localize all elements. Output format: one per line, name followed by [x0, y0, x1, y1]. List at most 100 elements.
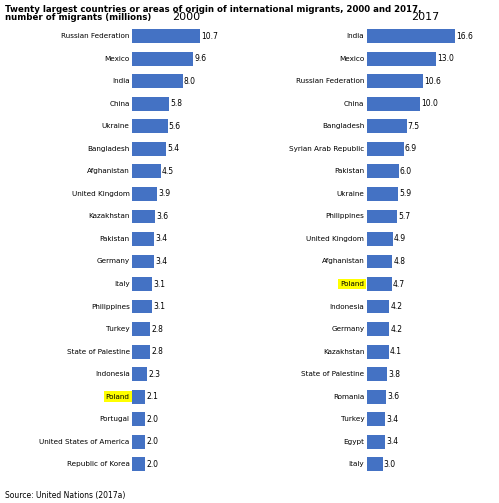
Bar: [132, 74, 183, 89]
Bar: [132, 435, 145, 449]
Text: 6.0: 6.0: [400, 167, 412, 176]
Bar: [132, 120, 168, 133]
Title: 2000: 2000: [172, 12, 200, 22]
Text: India: India: [347, 33, 364, 39]
Text: 3.1: 3.1: [153, 302, 165, 311]
Text: Philippines: Philippines: [325, 213, 364, 219]
Bar: [367, 345, 389, 359]
Text: 8.0: 8.0: [184, 77, 196, 86]
Text: Source: United Nations (2017a): Source: United Nations (2017a): [5, 491, 125, 500]
Text: Poland: Poland: [106, 393, 130, 399]
Bar: [367, 142, 404, 156]
Bar: [367, 74, 423, 89]
Text: Portugal: Portugal: [100, 416, 130, 422]
Title: 2017: 2017: [411, 12, 440, 22]
Text: 5.6: 5.6: [169, 122, 181, 131]
Bar: [132, 210, 155, 223]
Text: State of Palestine: State of Palestine: [66, 349, 130, 355]
Text: 4.9: 4.9: [394, 234, 406, 243]
Bar: [367, 367, 387, 381]
Bar: [367, 187, 398, 201]
Bar: [132, 345, 150, 359]
Text: 4.1: 4.1: [390, 347, 402, 356]
Text: 2.8: 2.8: [151, 347, 163, 356]
Text: Afghanistan: Afghanistan: [321, 259, 364, 265]
Text: 2.0: 2.0: [146, 437, 158, 446]
Text: Mexico: Mexico: [339, 56, 364, 62]
Text: 2.0: 2.0: [146, 414, 158, 424]
Text: 2.8: 2.8: [151, 324, 163, 333]
Text: Twenty largest countries or areas of origin of international migrants, 2000 and : Twenty largest countries or areas of ori…: [5, 5, 422, 14]
Text: Kazakhstan: Kazakhstan: [323, 349, 364, 355]
Bar: [367, 97, 420, 111]
Bar: [367, 52, 436, 66]
Bar: [367, 435, 385, 449]
Bar: [367, 390, 386, 403]
Text: Ukraine: Ukraine: [336, 191, 364, 197]
Text: Mexico: Mexico: [104, 56, 130, 62]
Text: Russian Federation: Russian Federation: [296, 78, 364, 85]
Bar: [367, 120, 407, 133]
Text: number of migrants (millions): number of migrants (millions): [5, 13, 151, 22]
Text: State of Palestine: State of Palestine: [301, 371, 364, 377]
Bar: [367, 457, 383, 471]
Text: 3.4: 3.4: [155, 257, 167, 266]
Text: 2.0: 2.0: [146, 460, 158, 469]
Text: 13.0: 13.0: [437, 54, 454, 63]
Bar: [367, 255, 392, 269]
Bar: [367, 300, 389, 313]
Text: United Kingdom: United Kingdom: [72, 191, 130, 197]
Text: 2.3: 2.3: [148, 370, 160, 379]
Text: 4.2: 4.2: [390, 302, 402, 311]
Bar: [367, 164, 399, 179]
Bar: [132, 322, 150, 336]
Text: 3.4: 3.4: [386, 414, 398, 424]
Text: Italy: Italy: [114, 281, 130, 287]
Text: Afghanistan: Afghanistan: [87, 169, 130, 175]
Text: Egypt: Egypt: [343, 439, 364, 445]
Bar: [367, 412, 385, 426]
Text: 3.8: 3.8: [388, 370, 400, 379]
Bar: [132, 97, 169, 111]
Text: 2.1: 2.1: [147, 392, 159, 401]
Text: China: China: [344, 101, 364, 107]
Text: Pakistan: Pakistan: [334, 169, 364, 175]
Text: China: China: [109, 101, 130, 107]
Bar: [367, 30, 455, 43]
Text: Kazakhstan: Kazakhstan: [88, 213, 130, 219]
Text: Philippines: Philippines: [91, 303, 130, 309]
Bar: [132, 52, 193, 66]
Text: 5.8: 5.8: [170, 100, 182, 109]
Bar: [132, 390, 146, 403]
Text: 4.7: 4.7: [393, 280, 405, 289]
Text: 5.7: 5.7: [398, 212, 410, 221]
Bar: [367, 322, 389, 336]
Text: Bangladesh: Bangladesh: [87, 146, 130, 152]
Text: 9.6: 9.6: [194, 54, 206, 63]
Text: 7.5: 7.5: [408, 122, 420, 131]
Bar: [132, 255, 154, 269]
Text: 5.9: 5.9: [399, 190, 411, 199]
Text: 3.9: 3.9: [158, 190, 170, 199]
Text: Republic of Korea: Republic of Korea: [67, 461, 130, 467]
Bar: [132, 300, 152, 313]
Bar: [367, 277, 392, 291]
Text: 10.7: 10.7: [201, 32, 218, 41]
Bar: [132, 187, 157, 201]
Text: Indonesia: Indonesia: [95, 371, 130, 377]
Bar: [132, 232, 154, 246]
Text: 3.4: 3.4: [386, 437, 398, 446]
Text: Russian Federation: Russian Federation: [61, 33, 130, 39]
Text: 3.1: 3.1: [153, 280, 165, 289]
Text: 5.4: 5.4: [168, 144, 180, 153]
Text: 3.6: 3.6: [156, 212, 168, 221]
Text: 10.6: 10.6: [424, 77, 441, 86]
Bar: [367, 210, 397, 223]
Text: Italy: Italy: [349, 461, 364, 467]
Text: 6.9: 6.9: [405, 144, 417, 153]
Text: United States of America: United States of America: [39, 439, 130, 445]
Text: 16.6: 16.6: [456, 32, 473, 41]
Text: 4.2: 4.2: [390, 324, 402, 333]
Text: Indonesia: Indonesia: [329, 303, 364, 309]
Text: Syrian Arab Republic: Syrian Arab Republic: [289, 146, 364, 152]
